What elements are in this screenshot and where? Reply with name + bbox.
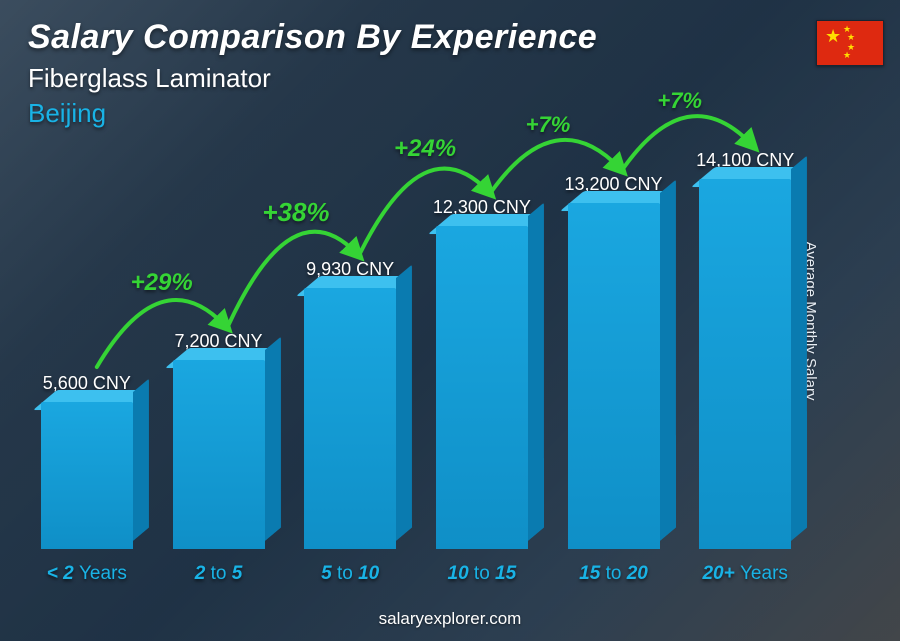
bar-column: 5,600 CNY < 2 Years <box>26 65 148 585</box>
chart-canvas: Salary Comparison By Experience Fibergla… <box>0 0 900 641</box>
increment-label: +29% <box>131 269 193 297</box>
bar-3d <box>41 402 133 549</box>
increment-label: +7% <box>526 112 571 138</box>
increment-label: +38% <box>262 197 329 228</box>
increment-label: +7% <box>657 88 702 114</box>
bar-category-label: 10 to 15 <box>448 563 517 585</box>
bar-3d <box>568 203 660 549</box>
china-flag-icon: ★ ★ ★ ★ ★ <box>816 20 884 66</box>
bar-column: 9,930 CNY 5 to 10 <box>289 65 411 585</box>
bar-3d <box>304 288 396 549</box>
bar-3d <box>699 179 791 549</box>
bar-column: 13,200 CNY 15 to 20 <box>553 65 675 585</box>
bar-3d <box>173 360 265 549</box>
footer-source: salaryexplorer.com <box>0 609 900 629</box>
bar-category-label: 5 to 10 <box>321 563 379 585</box>
increment-label: +24% <box>394 135 456 163</box>
chart-title: Salary Comparison By Experience <box>28 18 597 57</box>
bar-column: 7,200 CNY 2 to 5 <box>158 65 280 585</box>
bar-category-label: < 2 Years <box>47 563 127 585</box>
bar-column: 14,100 CNY 20+ Years <box>684 65 806 585</box>
bar-category-label: 20+ Years <box>702 563 787 585</box>
bar-category-label: 2 to 5 <box>195 563 243 585</box>
bar-3d <box>436 226 528 549</box>
bar-category-label: 15 to 20 <box>579 563 648 585</box>
